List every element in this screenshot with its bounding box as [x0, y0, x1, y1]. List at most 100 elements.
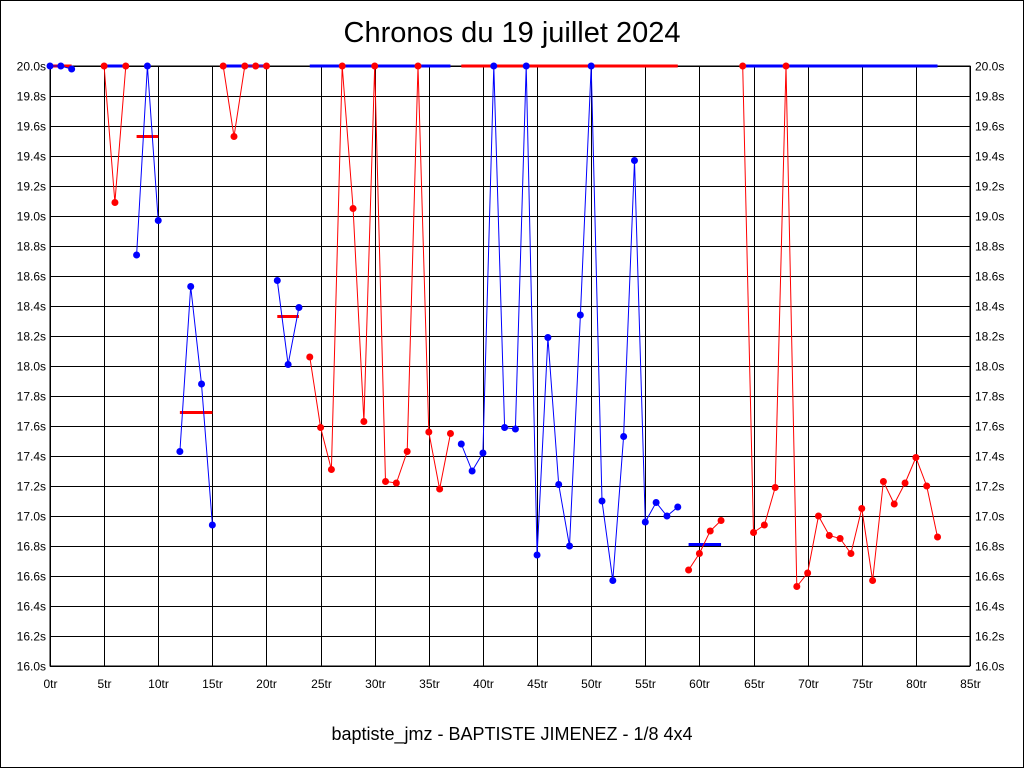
- y-tick-label-right: 17.0s: [975, 510, 1004, 524]
- data-point: [750, 529, 758, 536]
- y-tick-label-right: 16.2s: [975, 630, 1004, 644]
- x-tick-label: 55tr: [635, 677, 656, 691]
- data-point: [208, 521, 216, 529]
- data-point: [522, 62, 530, 70]
- data-point: [262, 62, 270, 70]
- y-tick-label-right: 17.4s: [975, 450, 1004, 464]
- data-point: [912, 454, 920, 461]
- data-point: [382, 478, 390, 485]
- data-point: [576, 311, 584, 319]
- x-tick-label: 80tr: [906, 677, 927, 691]
- x-tick-label: 25tr: [311, 677, 332, 691]
- y-tick-label-left: 18.2s: [17, 330, 46, 344]
- data-point: [609, 577, 617, 584]
- chart-title: Chronos du 19 juillet 2024: [343, 17, 681, 49]
- data-point: [392, 479, 400, 487]
- data-point: [403, 448, 411, 455]
- data-point: [544, 334, 552, 341]
- data-point: [620, 433, 628, 440]
- data-point: [706, 527, 714, 535]
- x-tick-label: 35tr: [419, 677, 440, 691]
- y-tick-label-left: 17.8s: [17, 390, 46, 404]
- data-point: [219, 62, 227, 70]
- data-point: [176, 448, 184, 455]
- segment-0: [46, 62, 76, 73]
- data-point: [338, 62, 346, 70]
- data-point: [717, 517, 725, 524]
- data-point: [555, 481, 563, 488]
- x-tick-label: 70tr: [798, 677, 819, 691]
- x-tick-label: 85tr: [960, 677, 981, 691]
- data-point: [901, 479, 909, 487]
- x-tick-label: 60tr: [689, 677, 710, 691]
- segment-2: [133, 62, 162, 259]
- data-point: [533, 551, 541, 559]
- data-point: [793, 583, 801, 590]
- y-tick-label-left: 19.6s: [17, 120, 46, 134]
- data-point: [198, 380, 206, 388]
- data-point: [566, 542, 574, 550]
- data-point: [143, 62, 151, 70]
- y-tick-label-right: 18.0s: [975, 360, 1004, 374]
- data-point: [782, 62, 790, 70]
- y-tick-label-left: 16.2s: [17, 630, 46, 644]
- y-tick-label-right: 20.0s: [975, 60, 1004, 74]
- y-tick-label-left: 17.6s: [17, 420, 46, 434]
- data-point: [306, 353, 314, 361]
- data-point: [371, 62, 379, 70]
- series-line: [136, 65, 159, 256]
- data-point: [847, 550, 855, 557]
- data-point: [587, 62, 595, 70]
- data-point: [641, 518, 649, 526]
- y-tick-label-left: 19.4s: [17, 150, 46, 164]
- y-tick-label-left: 18.6s: [17, 270, 46, 284]
- y-tick-label-right: 18.4s: [975, 300, 1004, 314]
- x-tick-label: 45tr: [527, 677, 548, 691]
- data-point: [685, 566, 693, 574]
- data-point: [133, 251, 141, 259]
- data-point: [295, 304, 303, 311]
- y-tick-label-right: 19.8s: [975, 90, 1004, 104]
- segment-6: [306, 62, 454, 493]
- data-point: [111, 199, 119, 206]
- x-tick-label: 50tr: [581, 677, 602, 691]
- series-line: [179, 286, 213, 526]
- data-point: [858, 505, 866, 512]
- x-tick-label: 0tr: [43, 677, 57, 691]
- data-point: [46, 62, 54, 70]
- segment-1: [100, 62, 130, 206]
- x-tick-label: 15tr: [202, 677, 223, 691]
- x-tick-label: 5tr: [97, 677, 111, 691]
- data-point: [695, 550, 703, 557]
- y-tick-label-left: 16.8s: [17, 540, 46, 554]
- data-point: [836, 535, 844, 542]
- y-tick-label-left: 18.8s: [17, 240, 46, 254]
- data-point: [869, 577, 877, 584]
- data-point: [284, 361, 292, 368]
- y-tick-label-left: 17.0s: [17, 510, 46, 524]
- data-point: [414, 62, 422, 70]
- data-point: [630, 157, 638, 164]
- y-tick-label-left: 18.0s: [17, 360, 46, 374]
- data-point: [122, 62, 130, 70]
- y-tick-label-right: 16.6s: [975, 570, 1004, 584]
- data-point: [501, 424, 509, 431]
- data-point: [804, 569, 812, 577]
- y-tick-label-left: 17.4s: [17, 450, 46, 464]
- y-tick-label-left: 20.0s: [17, 60, 46, 74]
- data-point: [879, 478, 887, 485]
- data-point: [598, 497, 606, 505]
- data-point: [230, 133, 238, 140]
- series-line: [742, 65, 938, 588]
- segment-8: [685, 517, 725, 574]
- y-tick-label-right: 18.2s: [975, 330, 1004, 344]
- data-point: [771, 484, 779, 491]
- y-tick-label-right: 19.6s: [975, 120, 1004, 134]
- segment-5: [273, 277, 303, 368]
- data-point: [923, 482, 931, 490]
- data-point: [468, 467, 476, 475]
- data-point: [100, 62, 108, 70]
- data-point: [446, 430, 454, 437]
- data-point: [327, 466, 335, 473]
